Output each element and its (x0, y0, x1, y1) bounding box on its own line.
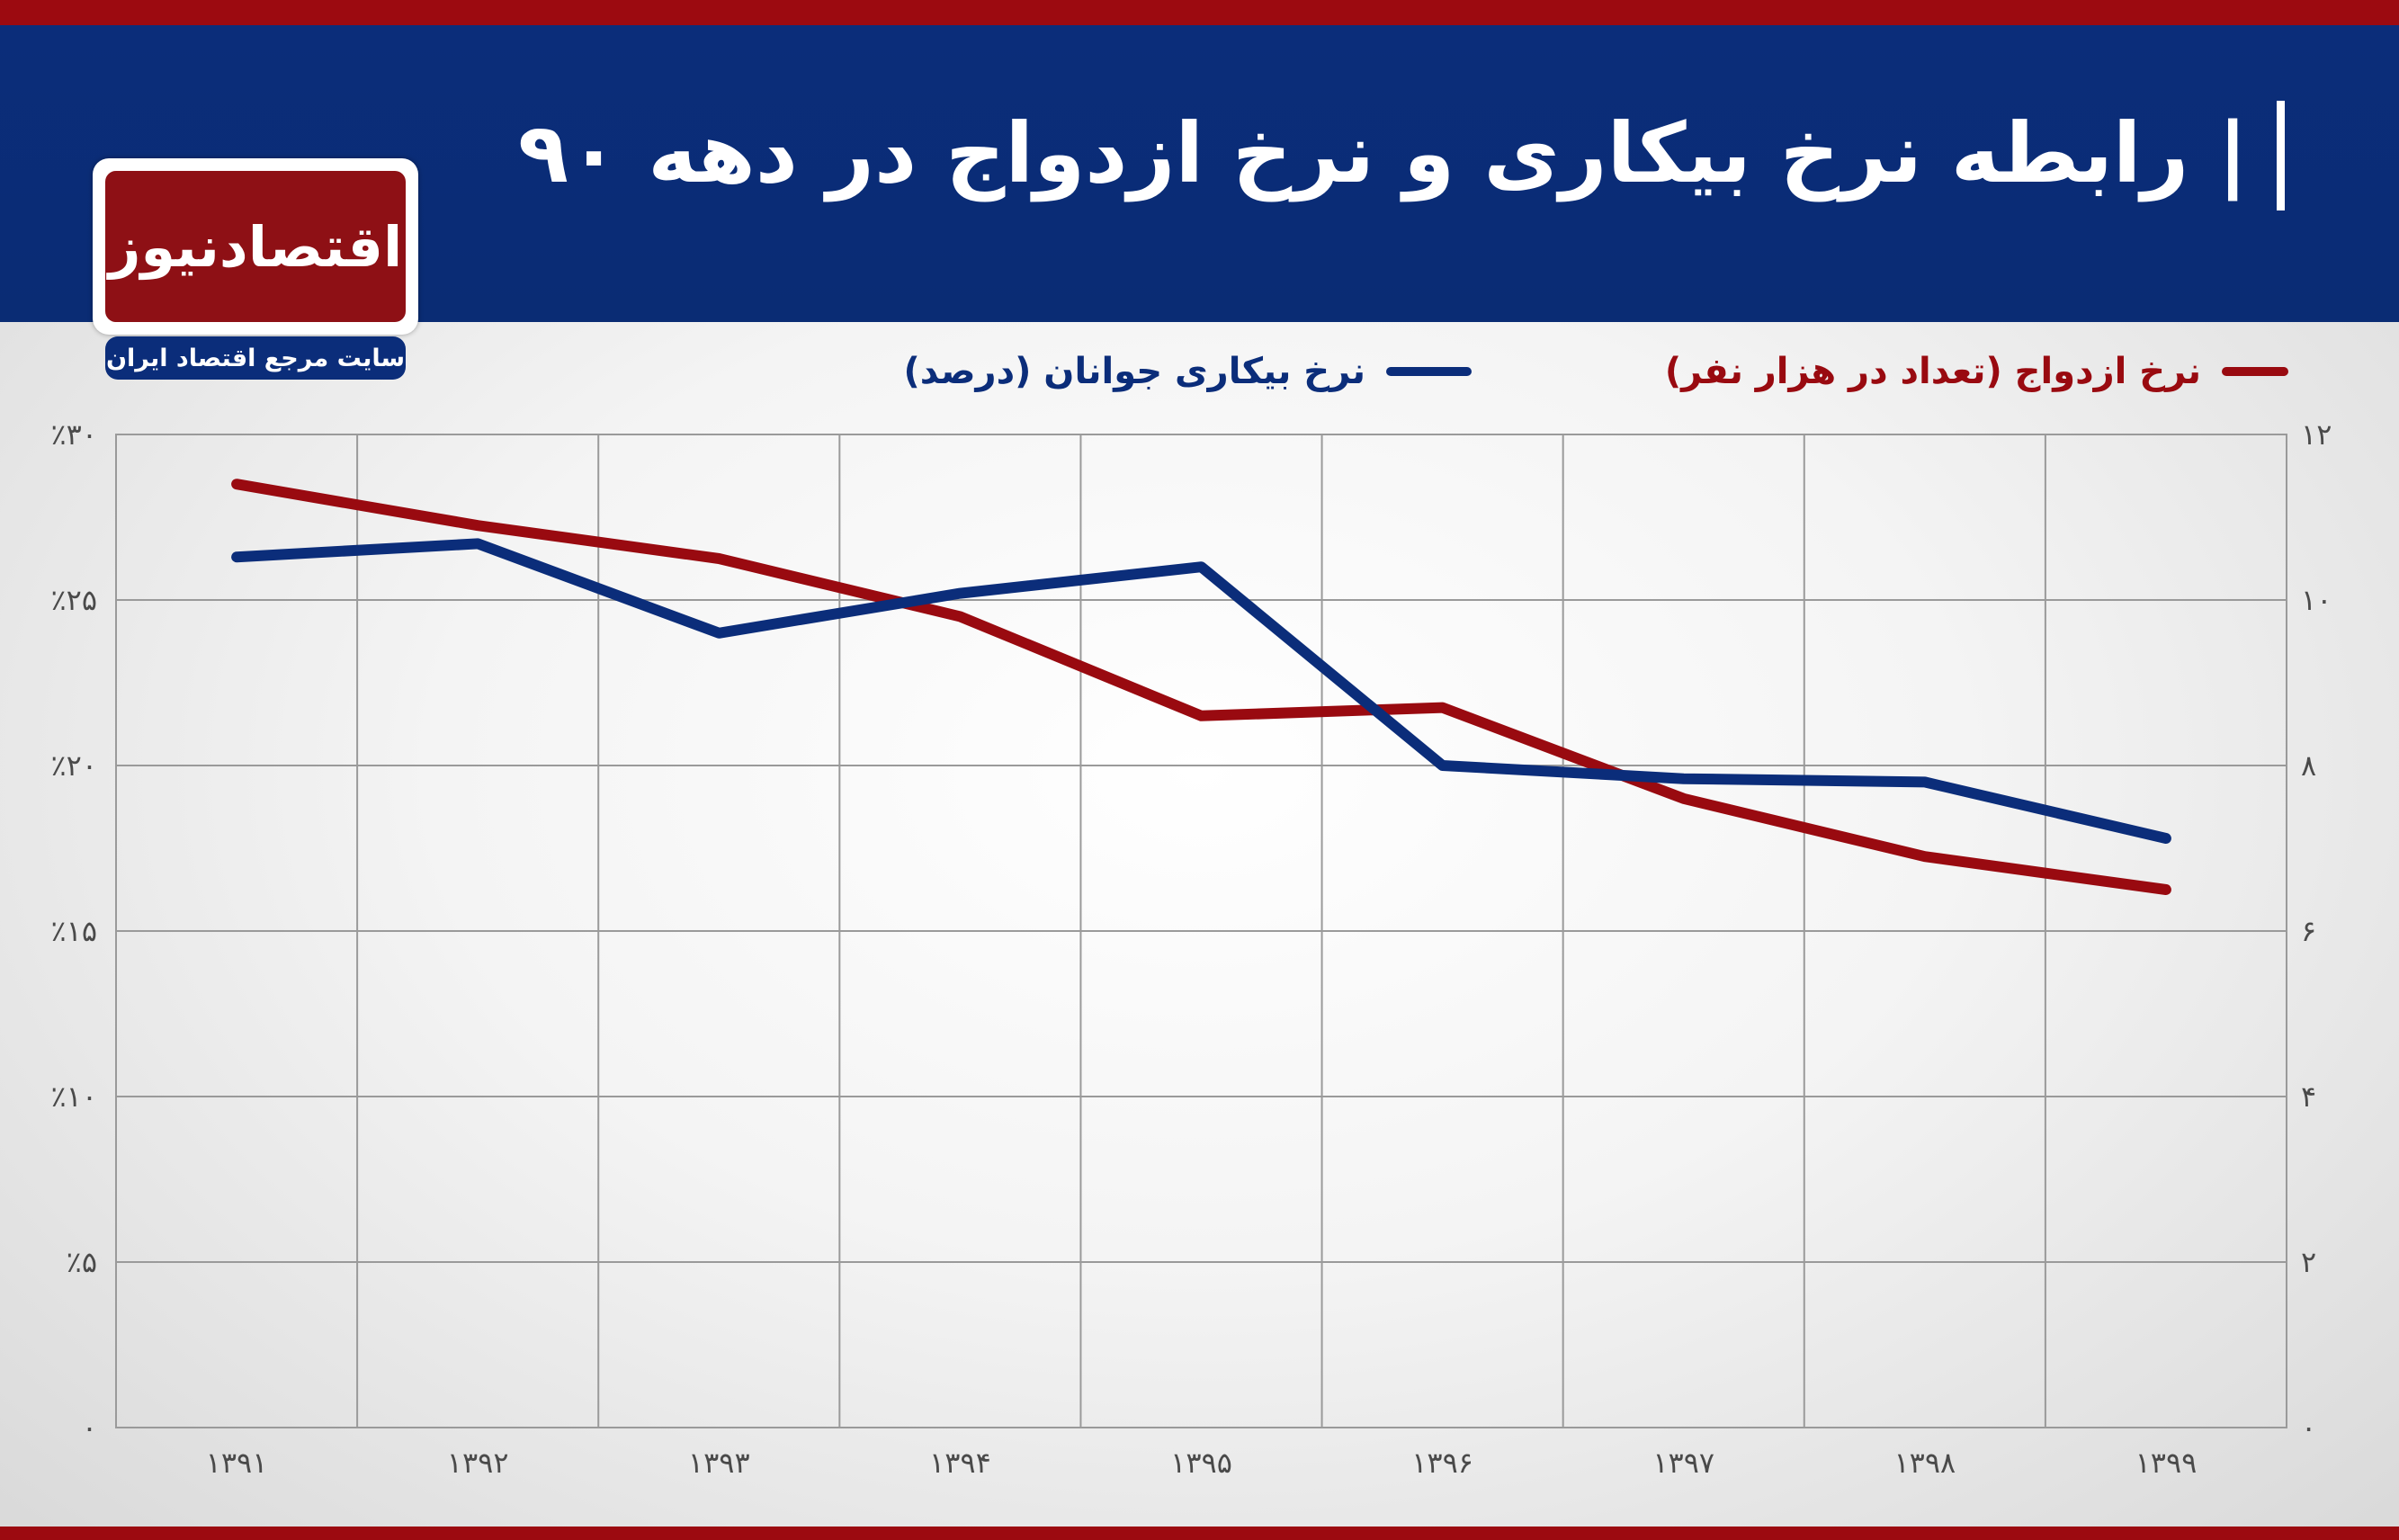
x-tick-label: ۱۳۹۹ (2135, 1446, 2198, 1480)
series-line-unemployment (231, 538, 2171, 844)
x-axis-ticks: ۱۳۹۱ ۱۳۹۲ ۱۳۹۳ ۱۳۹۴ ۱۳۹۵ ۱۳۹۶ ۱۳۹۷ ۱۳۹۸ ۱۳۹۹ (206, 1446, 2198, 1480)
series-lines (231, 479, 2171, 895)
left-tick-label: ٪۱۰ (50, 1079, 97, 1114)
x-tick-label: ۱۳۹۱ (206, 1446, 268, 1480)
left-tick-label: ٪۲۰ (50, 748, 97, 783)
right-tick-label: ۲ (2301, 1245, 2316, 1279)
left-tick-label: ۰ (82, 1410, 97, 1445)
x-tick-label: ۱۳۹۵ (1170, 1446, 1232, 1480)
x-tick-label: ۱۳۹۲ (447, 1446, 509, 1480)
logo-tagline: سایت مرجع اقتصاد ایران (105, 336, 406, 380)
left-tick-label: ٪۱۵ (50, 914, 97, 948)
right-tick-label: ۱۰ (2301, 583, 2332, 617)
page-title: | رابطه نرخ بیکاری و نرخ ازدواج در دهه ۹… (517, 105, 2248, 201)
top-accent-bar (0, 0, 2399, 25)
x-tick-label: ۱۳۹۸ (1893, 1446, 1956, 1480)
right-tick-label: ۴ (2301, 1079, 2316, 1114)
right-tick-label: ۰ (2301, 1410, 2316, 1445)
series-line-marriage (231, 479, 2171, 895)
legend: نرخ ازدواج (تعداد در هزار نفر) نرخ بیکار… (904, 351, 2288, 392)
logo-wordmark: اقتصادنیوز (105, 171, 406, 322)
legend-label-unemployment: نرخ بیکاری جوانان (درصد) (904, 351, 1366, 392)
right-tick-label: ۸ (2301, 748, 2316, 783)
left-tick-label: ٪۳۰ (50, 417, 97, 452)
right-axis-ticks: ۰ ۲ ۴ ۶ ۸ ۱۰ ۱۲ (2301, 417, 2332, 1445)
x-tick-label: ۱۳۹۴ (929, 1446, 991, 1480)
x-tick-label: ۱۳۹۳ (688, 1446, 750, 1480)
right-tick-label: ۱۲ (2301, 417, 2332, 452)
title-marker (2277, 101, 2285, 210)
chart-grid (115, 434, 2287, 1428)
logo: اقتصادنیوز (93, 158, 418, 335)
legend-label-marriage: نرخ ازدواج (تعداد در هزار نفر) (1665, 351, 2201, 392)
left-tick-label: ٪۲۵ (50, 583, 97, 617)
left-tick-label: ٪۵ (67, 1245, 97, 1279)
left-axis-ticks: ۰ ٪۵ ٪۱۰ ٪۱۵ ٪۲۰ ٪۲۵ ٪۳۰ (50, 417, 97, 1445)
bottom-accent-bar (0, 1527, 2399, 1540)
right-tick-label: ۶ (2301, 914, 2316, 948)
x-tick-label: ۱۳۹۶ (1411, 1446, 1473, 1480)
x-tick-label: ۱۳۹۷ (1652, 1446, 1714, 1480)
